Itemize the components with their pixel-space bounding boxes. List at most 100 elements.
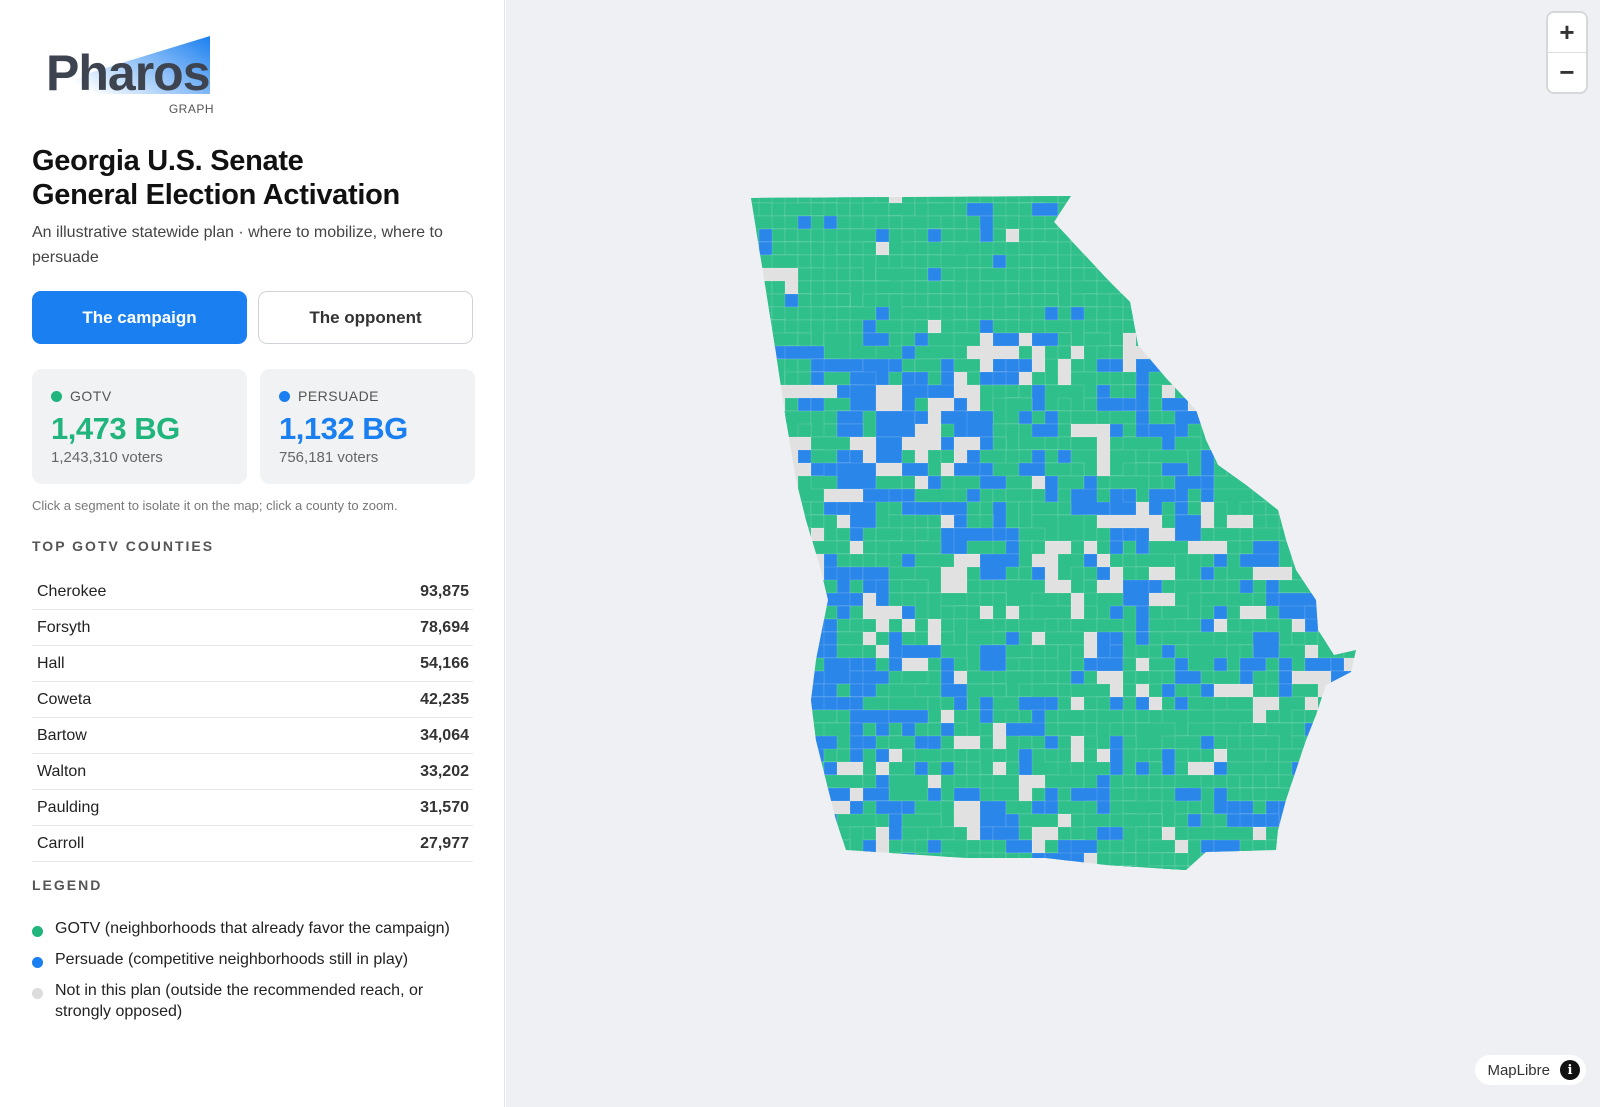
block-group[interactable] [1148,190,1163,204]
block-group[interactable] [1330,267,1370,282]
block-group[interactable] [1031,540,1046,555]
block-group[interactable] [784,345,825,360]
block-group[interactable] [1252,241,1280,269]
block-group[interactable] [1343,384,1370,399]
block-group[interactable] [1200,202,1215,217]
block-group[interactable] [1291,293,1332,308]
block-group[interactable] [1278,761,1319,776]
block-group[interactable] [1343,540,1370,568]
block-group[interactable] [979,722,994,737]
block-group[interactable] [953,306,968,321]
block-group[interactable] [1110,879,1136,905]
block-group[interactable] [1187,423,1228,438]
block-group[interactable] [1213,852,1241,879]
block-group[interactable] [758,813,773,841]
block-group[interactable] [1370,658,1409,684]
block-group[interactable] [1370,528,1396,541]
block-group[interactable] [1135,306,1163,334]
block-group[interactable] [1239,462,1254,477]
block-group[interactable] [771,566,786,581]
block-group[interactable] [771,540,786,568]
block-group[interactable] [823,839,851,867]
county-row[interactable]: Cherokee 93,875 [32,574,473,610]
block-group[interactable] [746,735,786,750]
block-group[interactable] [1304,735,1332,763]
block-group[interactable] [1265,475,1306,503]
block-group[interactable] [1031,488,1046,503]
block-group[interactable] [1005,839,1033,854]
block-group[interactable] [1343,501,1357,529]
block-group[interactable] [746,879,785,892]
block-group[interactable] [1317,241,1332,269]
block-group[interactable] [1174,293,1189,308]
block-group[interactable] [1370,749,1409,775]
block-group[interactable] [1096,228,1111,243]
block-group[interactable] [849,605,864,620]
block-group[interactable] [758,410,786,438]
block-group[interactable] [1005,423,1020,451]
block-group[interactable] [1109,215,1124,243]
block-group[interactable] [914,410,929,425]
block-group[interactable] [875,800,903,815]
block-group[interactable] [1304,488,1319,503]
block-group[interactable] [1148,202,1189,230]
block-group[interactable] [1070,410,1098,425]
block-group[interactable] [836,293,851,308]
block-group[interactable] [1357,203,1396,229]
block-group[interactable] [1330,553,1345,581]
block-group[interactable] [758,540,773,555]
block-group[interactable] [1109,306,1124,321]
block-group[interactable] [1317,800,1357,815]
block-group[interactable] [1278,215,1293,230]
block-group[interactable] [837,879,863,892]
block-group[interactable] [901,462,929,477]
block-group[interactable] [797,228,812,243]
block-group[interactable] [1187,280,1215,308]
block-group[interactable] [1239,228,1280,243]
block-group[interactable] [1357,359,1370,372]
block-group[interactable] [1161,190,1189,217]
block-group[interactable] [1226,293,1267,321]
block-group[interactable] [823,748,838,763]
block-group[interactable] [1252,228,1267,243]
block-group[interactable] [992,618,1007,633]
block-group[interactable] [1357,346,1396,359]
block-group[interactable] [1161,865,1202,892]
block-group[interactable] [1278,800,1293,828]
block-group[interactable] [914,852,942,867]
block-group[interactable] [954,879,967,905]
block-group[interactable] [1070,566,1085,594]
block-group[interactable] [862,787,890,802]
block-group[interactable] [1330,241,1370,269]
block-group[interactable] [1213,215,1228,230]
block-group[interactable] [1343,293,1357,308]
block-group[interactable] [1317,852,1357,867]
block-group[interactable] [1239,267,1267,295]
block-group[interactable] [1057,449,1072,464]
block-group[interactable] [1317,293,1332,321]
block-group[interactable] [1330,332,1370,360]
block-group[interactable] [1278,488,1319,516]
block-group[interactable] [810,761,825,776]
block-group[interactable] [758,735,786,763]
block-group[interactable] [1278,306,1306,334]
block-group[interactable] [746,709,760,724]
block-group[interactable] [836,410,864,425]
block-group[interactable] [1031,280,1046,295]
block-group[interactable] [927,449,942,477]
block-group[interactable] [1265,774,1280,789]
block-group[interactable] [1200,618,1215,633]
block-group[interactable] [1317,280,1345,308]
block-group[interactable] [1343,190,1370,204]
block-group[interactable] [1291,319,1332,334]
block-group[interactable] [1317,462,1332,490]
block-group[interactable] [1278,410,1293,438]
block-group[interactable] [1265,319,1293,347]
block-group[interactable] [1213,319,1254,347]
block-group[interactable] [1357,190,1370,203]
block-group[interactable] [1304,280,1345,295]
block-group[interactable] [1031,202,1059,217]
block-group[interactable] [1213,865,1228,892]
block-group[interactable] [1136,879,1149,905]
block-group[interactable] [1187,190,1215,217]
